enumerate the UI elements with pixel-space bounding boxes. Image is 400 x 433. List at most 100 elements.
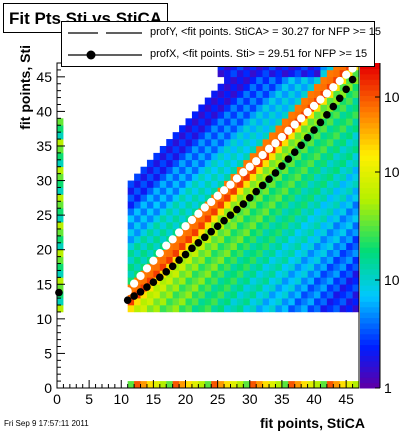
heat-cell <box>211 104 218 112</box>
heat-cell <box>269 215 276 223</box>
heat-cell <box>204 139 212 147</box>
heat-cell <box>288 76 296 85</box>
heat-cell <box>333 222 341 230</box>
heat-cell <box>153 166 161 174</box>
color-scale-step <box>360 301 380 308</box>
heat-cell <box>294 277 302 285</box>
heat-cell <box>320 166 328 174</box>
heat-cell <box>243 305 251 313</box>
x-tick-label: 40 <box>306 391 322 407</box>
heat-cell <box>333 228 341 237</box>
heat-cell <box>294 201 302 209</box>
profY-point <box>136 271 145 281</box>
heat-cell <box>269 90 276 98</box>
heat-cell <box>211 180 218 188</box>
heat-cell <box>320 76 328 85</box>
heat-cell <box>333 111 341 119</box>
profY-point <box>309 101 319 110</box>
heat-cell <box>269 208 276 216</box>
heat-cell <box>230 235 238 244</box>
heat-cell <box>230 381 238 388</box>
heat-cell <box>269 187 276 195</box>
heat-cell <box>230 76 238 85</box>
heat-cell <box>230 145 238 154</box>
heat-cell <box>224 76 231 85</box>
heat-cell <box>236 208 244 216</box>
heat-cell <box>307 270 315 278</box>
heat-cell <box>236 284 244 292</box>
heat-cell <box>326 97 334 105</box>
y-tick-label: 40 <box>36 103 52 119</box>
profY-point <box>168 235 177 244</box>
heat-cell <box>339 194 347 202</box>
heat-cell <box>326 145 334 154</box>
heat-cell <box>339 187 347 195</box>
heat-cell <box>339 298 347 306</box>
heat-cell <box>204 118 212 126</box>
heat-cell <box>301 208 308 216</box>
heat-cell <box>307 235 315 244</box>
heat-cell <box>326 139 334 147</box>
heat-cell <box>140 305 148 313</box>
heat-cell <box>281 83 289 91</box>
heat-cell <box>301 118 308 126</box>
heat-cell <box>224 173 231 181</box>
heat-cell <box>127 242 135 251</box>
heat-cell <box>217 270 225 278</box>
heat-cell <box>191 118 199 126</box>
heat-cell <box>333 291 341 299</box>
heat-cell <box>191 125 199 133</box>
heat-cell <box>288 97 296 105</box>
heat-cell <box>230 263 238 271</box>
heat-cell <box>269 381 276 388</box>
heat-cell <box>127 249 135 257</box>
profX-point <box>123 296 132 304</box>
heat-cell <box>314 111 321 119</box>
heat-cell <box>326 256 334 264</box>
heat-cell <box>346 235 353 244</box>
heat-cell <box>301 69 308 78</box>
heat-cell <box>57 132 64 140</box>
heat-cell <box>256 291 263 299</box>
heat-cell <box>288 235 296 244</box>
heat-cell <box>275 125 283 133</box>
heat-cell <box>281 381 289 388</box>
heat-cell <box>333 215 341 223</box>
heat-cell <box>224 305 231 313</box>
heat-cell <box>140 173 148 181</box>
heat-cell <box>236 187 244 195</box>
heat-cell <box>249 305 257 313</box>
heat-cell <box>217 249 225 257</box>
heat-cell <box>339 152 347 161</box>
heat-cell <box>288 381 296 388</box>
profY-point <box>258 150 267 160</box>
heat-cell <box>127 222 135 230</box>
heat-cell <box>57 187 64 195</box>
heat-cell <box>57 166 64 174</box>
heat-cell <box>262 256 270 264</box>
heat-cell <box>346 208 353 216</box>
heat-cell <box>294 222 302 230</box>
heat-cell <box>294 132 302 140</box>
heat-cell <box>159 145 167 154</box>
heat-cell <box>185 187 193 195</box>
heat-cell <box>281 118 289 126</box>
heat-cell <box>211 187 218 195</box>
heat-cell <box>224 208 231 216</box>
color-scale-step <box>360 252 380 259</box>
heat-cell <box>262 215 270 223</box>
heat-cell <box>153 270 161 278</box>
heat-cell <box>275 284 283 292</box>
heat-cell <box>269 104 276 112</box>
heat-cell <box>179 270 186 278</box>
heat-cell <box>346 159 353 168</box>
heat-cell <box>217 97 225 105</box>
heat-cell <box>224 263 231 271</box>
heat-cell <box>166 166 173 174</box>
heat-cell <box>346 166 353 174</box>
heat-cell <box>217 228 225 237</box>
heat-cell <box>307 166 315 174</box>
heat-cell <box>191 111 199 119</box>
heat-cell <box>249 263 257 271</box>
heat-cell <box>288 90 296 98</box>
